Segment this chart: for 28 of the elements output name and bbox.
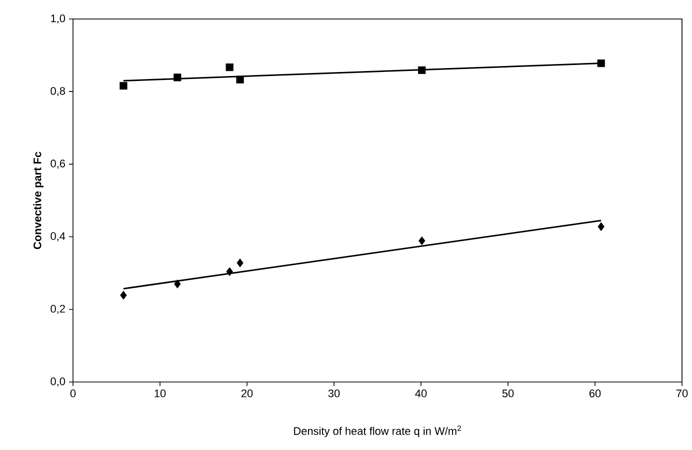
point (236, 76, 244, 84)
point (120, 290, 127, 300)
y-tick-label: 0,8 (50, 87, 66, 96)
y-tick-label: 1,0 (51, 14, 66, 24)
y-tick-label: 0,6 (50, 160, 66, 169)
point (418, 66, 426, 74)
y-tick-label: 0,2 (50, 304, 65, 314)
point (174, 74, 182, 82)
y-tick-label: 0,0 (50, 377, 66, 387)
x-tick-label: 20 (241, 390, 253, 398)
point (226, 267, 233, 276)
x-tick-label: 30 (328, 390, 340, 398)
y-axis-title: Convective part Fc (33, 152, 44, 250)
x-tick-label: 70 (676, 390, 688, 398)
x-tick-label: 60 (589, 390, 601, 398)
x-tick-label: 10 (154, 390, 166, 398)
point (236, 258, 244, 268)
point (597, 59, 605, 68)
x-tick-label: 0 (70, 390, 76, 398)
point (598, 222, 604, 232)
x-axis-title: Density of heat flow rate q in W/m$^{2}$ (294, 426, 461, 438)
y-tick-label: 0,4 (50, 232, 66, 242)
x-tick-label: 40 (415, 390, 427, 398)
point (174, 280, 181, 288)
point (226, 63, 234, 72)
point (120, 82, 128, 90)
x-tick-label: 50 (502, 390, 514, 398)
point (418, 236, 426, 246)
